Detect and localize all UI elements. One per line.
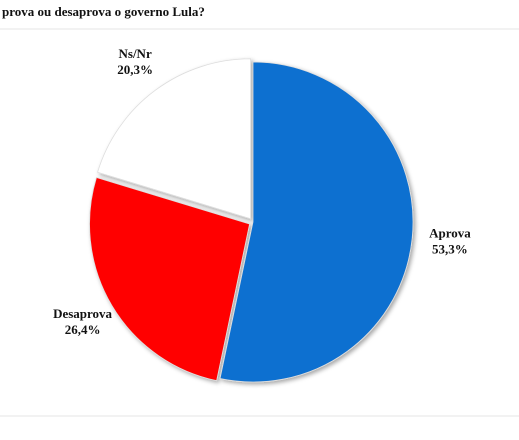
- pie-slice: [89, 176, 251, 382]
- slice-value-label: 26,4%: [65, 322, 101, 337]
- slice-value-label: 20,3%: [117, 62, 153, 77]
- pie-slice: [97, 58, 252, 220]
- pie-slice: [219, 61, 414, 383]
- slice-value-label: 53,3%: [432, 241, 468, 256]
- slice-label: Aprova: [429, 225, 471, 240]
- pie: [89, 58, 414, 383]
- slice-label: Desaprova: [53, 306, 112, 321]
- slice-label: Ns/Nr: [119, 46, 152, 61]
- chart-title: prova ou desaprova o governo Lula?: [2, 4, 205, 19]
